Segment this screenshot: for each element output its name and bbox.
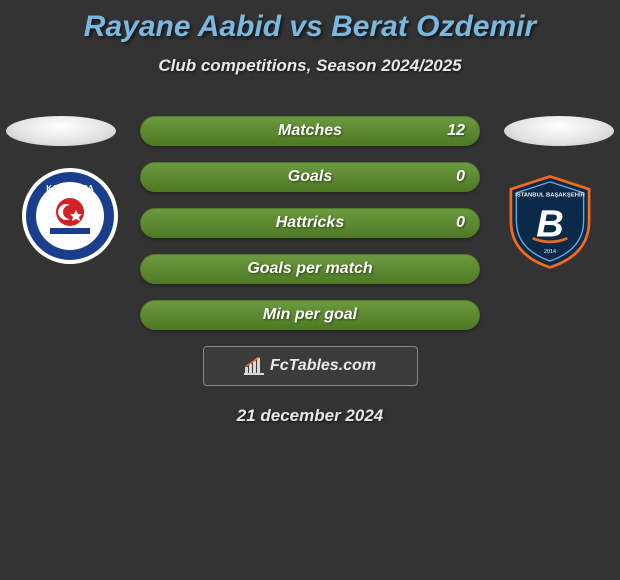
stat-pill: Goals per match: [140, 254, 480, 284]
stat-value-right: 0: [456, 168, 465, 186]
stat-label: Goals: [288, 168, 332, 186]
comparison-title: Rayane Aabid vs Berat Ozdemir: [0, 0, 620, 44]
season-subtitle: Club competitions, Season 2024/2025: [0, 56, 620, 76]
stat-value-right: 12: [447, 122, 465, 140]
svg-text:ISTANBUL BAŞAKŞEHİR: ISTANBUL BAŞAKŞEHİR: [515, 191, 586, 198]
stat-label: Goals per match: [247, 260, 372, 278]
svg-text:B: B: [536, 202, 564, 245]
stat-pill: Min per goal: [140, 300, 480, 330]
svg-text:KASIMPAŞA: KASIMPAŞA: [46, 184, 94, 193]
svg-text:2014: 2014: [544, 249, 556, 255]
stat-value-right: 0: [456, 214, 465, 232]
stats-area: KASIMPAŞA 1921 ISTANBUL BAŞAKŞEHİR B 201…: [0, 116, 620, 330]
stat-label: Matches: [278, 122, 342, 140]
svg-text:1921: 1921: [64, 234, 75, 240]
fctables-label: FcTables.com: [270, 357, 376, 375]
stat-label: Hattricks: [276, 214, 344, 232]
kasimpasa-crest-icon: KASIMPAŞA 1921: [20, 166, 120, 266]
stat-label: Min per goal: [263, 306, 357, 324]
stat-pill: Goals 0: [140, 162, 480, 192]
snapshot-date: 21 december 2024: [0, 406, 620, 426]
player-left-oval: [6, 116, 116, 146]
bar-chart-icon: [244, 357, 266, 375]
team-badge-right: ISTANBUL BAŞAKŞEHİR B 2014: [500, 171, 600, 271]
stat-row: Min per goal: [0, 300, 620, 330]
team-badge-left: KASIMPAŞA 1921: [20, 166, 120, 266]
fctables-attribution: FcTables.com: [203, 346, 418, 386]
basaksehir-crest-icon: ISTANBUL BAŞAKŞEHİR B 2014: [500, 166, 600, 276]
player-right-oval: [504, 116, 614, 146]
stat-pill: Matches 12: [140, 116, 480, 146]
stat-pill: Hattricks 0: [140, 208, 480, 238]
